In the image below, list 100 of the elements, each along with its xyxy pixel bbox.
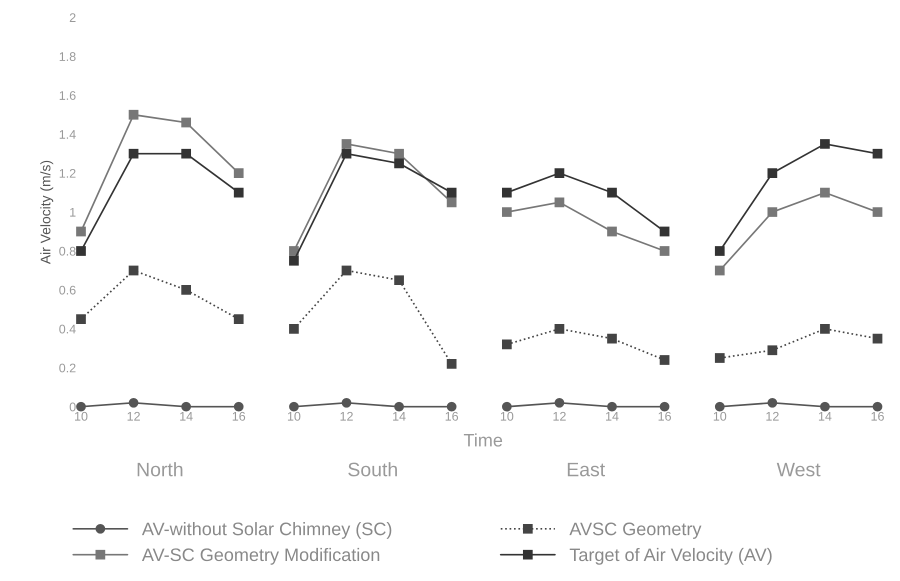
x-tick-label: 10 [500,412,514,421]
point [76,226,86,236]
y-tick-label: 1.4 [60,130,76,139]
x-tick-label: 12 [128,412,140,421]
point [872,334,882,344]
x-tick-label: 14 [606,412,619,421]
point [128,266,138,276]
point [394,148,404,159]
point [446,402,457,412]
x-axis-title: West [776,462,820,476]
point [872,148,882,159]
point [714,246,725,256]
x-tick-label: 12 [553,412,566,421]
point [342,398,352,408]
point [289,256,299,266]
legend-label: AVSC Geometry [569,522,702,539]
legend-label: AV-without Solar Chimney (SC) [142,522,392,539]
text: Time [464,433,502,447]
x-axis-title: East [568,462,606,476]
point [714,402,725,412]
y-tick-label: 1.2 [60,168,76,178]
point [554,324,564,334]
point [714,266,725,276]
point [714,353,725,363]
point [502,402,512,412]
point [234,188,244,198]
y-axis-title: Air Velocity (m/s) [40,160,54,264]
x-tick-label: 10 [288,412,300,421]
point [128,110,138,120]
y-tick-label: 0 [70,402,76,412]
x-tick-label: 14 [393,412,406,421]
point [181,285,192,295]
point [660,355,670,365]
point [660,226,670,236]
point [289,402,299,412]
x-tick-label: 16 [232,412,246,421]
x-tick-label: 16 [446,412,458,421]
y-tick-label: 2 [70,13,76,22]
point [342,148,352,159]
point [128,398,138,408]
point [234,314,244,324]
point [502,340,512,350]
point [820,188,830,198]
point [128,148,138,159]
point [76,314,86,324]
x-tick-label: 16 [658,412,671,421]
y-tick-label: 0.6 [59,286,76,295]
point [820,139,830,149]
point [446,188,457,198]
point [554,168,564,178]
point [446,359,457,369]
point [872,207,882,217]
point [502,207,512,217]
x-tick-label: 10 [75,412,88,421]
y-tick-label: 0.8 [59,246,76,256]
point [607,226,617,236]
point [767,398,778,408]
point [181,118,192,128]
legend-label: Target of Air Velocity (AV) [570,548,772,565]
point [554,197,564,208]
point [181,402,192,412]
point [660,402,670,412]
y-tick-label: 1.8 [60,52,76,62]
point [234,168,244,178]
point [820,402,830,412]
point [767,207,778,217]
point [820,324,830,334]
x-axis-title: North [138,462,182,476]
point [342,139,352,149]
point [767,345,778,356]
x-tick-label: 16 [872,412,884,421]
x-tick-label: 12 [340,412,353,421]
legend-label: AV-SC Geometry Modification [142,548,380,565]
point [872,402,882,412]
point [607,334,617,344]
point [76,402,86,412]
point [502,188,512,198]
point [554,398,564,408]
point [342,266,352,276]
point [607,402,617,412]
point [289,246,299,256]
x-tick-label: 14 [818,412,832,421]
x-axis-title: South [348,462,397,476]
point [767,168,778,178]
x-tick-label: 14 [180,412,193,421]
point [394,158,404,168]
point [76,246,86,256]
x-tick-label: 10 [714,412,726,421]
point [394,275,404,286]
y-tick-label: 0.2 [59,364,76,372]
point [181,148,192,159]
y-tick-label: 0.4 [59,324,76,334]
point [394,402,404,412]
y-tick-label: 1 [70,208,76,217]
x-tick-label: 12 [766,412,779,421]
point [234,402,244,412]
point [607,188,617,198]
point [660,246,670,256]
point [446,197,457,208]
y-tick-label: 1.6 [60,91,76,100]
